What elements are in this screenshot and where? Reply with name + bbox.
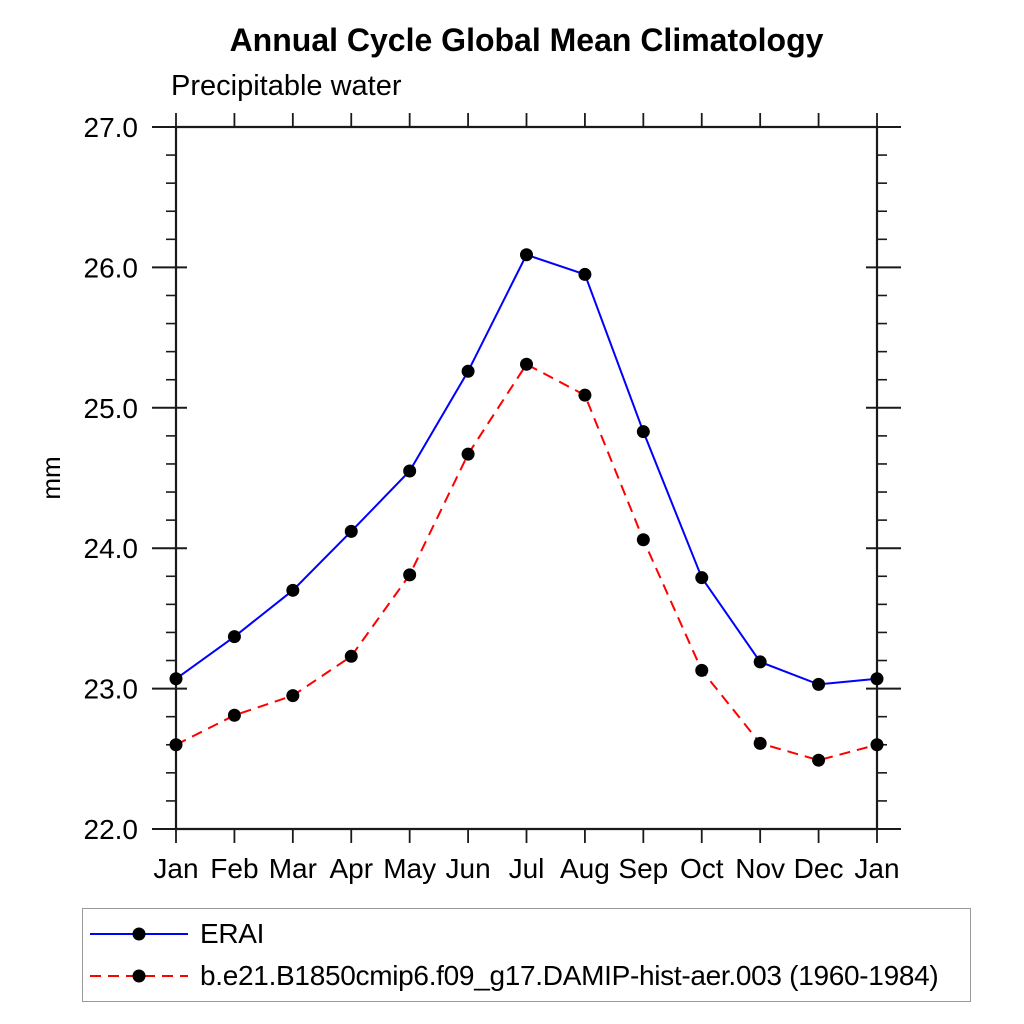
series-1-marker xyxy=(753,736,767,750)
x-tick-label: Oct xyxy=(680,853,724,884)
series-0-marker xyxy=(812,677,826,691)
plot-area: 22.0 23.0 24.0 25.0 26.0 27.0 Jan Feb Mar Apr May J… xyxy=(84,112,901,884)
series-0-marker xyxy=(578,267,592,281)
series-1-marker xyxy=(812,753,826,767)
series-0-marker xyxy=(753,655,767,669)
series-1-marker xyxy=(461,447,475,461)
model-line-swatch xyxy=(90,969,188,983)
x-tick-label: Jul xyxy=(509,853,545,884)
series-0-marker xyxy=(169,672,183,686)
erai-swatch-marker-icon xyxy=(132,927,146,941)
erai-line-swatch xyxy=(90,927,188,941)
series-0-marker xyxy=(695,571,709,585)
series-0-marker xyxy=(227,630,241,644)
series-1-marker xyxy=(578,388,592,402)
y-tick-label: 25.0 xyxy=(84,393,139,424)
legend-item-model: b.e21.B1850cmip6.f09_g17.DAMIP-hist-aer.… xyxy=(87,959,970,993)
x-tick-label: Nov xyxy=(735,853,785,884)
legend: ERAI b.e21.B1850cmip6.f09_g17.DAMIP-hist… xyxy=(82,908,971,1002)
x-tick-label: Sep xyxy=(618,853,668,884)
series-0-marker xyxy=(520,248,533,262)
series-1-marker xyxy=(520,357,533,371)
series-1-marker xyxy=(870,738,884,752)
series-1-line xyxy=(175,362,878,762)
y-tick-label: 24.0 xyxy=(84,533,139,564)
series-1-marker xyxy=(636,533,650,547)
x-tick-label: Aug xyxy=(560,853,610,884)
y-tick-label: 27.0 xyxy=(84,112,139,143)
series-1-marker xyxy=(344,649,358,663)
series-1-marker xyxy=(403,568,417,582)
x-tick-label: Apr xyxy=(329,853,373,884)
x-tick-label: Jan xyxy=(854,853,899,884)
series-0-marker xyxy=(461,364,475,378)
chart-title: Annual Cycle Global Mean Climatology xyxy=(229,22,824,58)
legend-item-erai: ERAI xyxy=(87,917,970,951)
x-tick-label: Jan xyxy=(153,853,198,884)
series-0-marker xyxy=(636,425,650,439)
series-0-marker xyxy=(403,464,417,478)
legend-label-erai: ERAI xyxy=(200,918,265,949)
series-0-marker xyxy=(344,524,358,538)
y-tick-label: 22.0 xyxy=(84,814,139,845)
series-1-marker xyxy=(286,689,300,703)
series-0-line xyxy=(175,253,878,686)
x-tick-label: Mar xyxy=(269,853,317,884)
chart-subtitle: Precipitable water xyxy=(171,70,402,102)
series-1-marker xyxy=(695,663,709,677)
legend-label-model: b.e21.B1850cmip6.f09_g17.DAMIP-hist-aer.… xyxy=(200,960,939,991)
x-tick-label: May xyxy=(383,853,436,884)
x-tick-label: Jun xyxy=(446,853,491,884)
series-1-marker xyxy=(169,738,183,752)
x-tick-label: Dec xyxy=(794,853,844,884)
series-1-marker xyxy=(227,708,241,722)
y-tick-label: 23.0 xyxy=(84,674,139,705)
x-tick-label: Feb xyxy=(210,853,258,884)
series-0-marker xyxy=(870,672,884,686)
y-tick-label: 26.0 xyxy=(84,252,139,283)
model-swatch-marker-icon xyxy=(132,969,146,983)
series-0-marker xyxy=(286,583,300,597)
